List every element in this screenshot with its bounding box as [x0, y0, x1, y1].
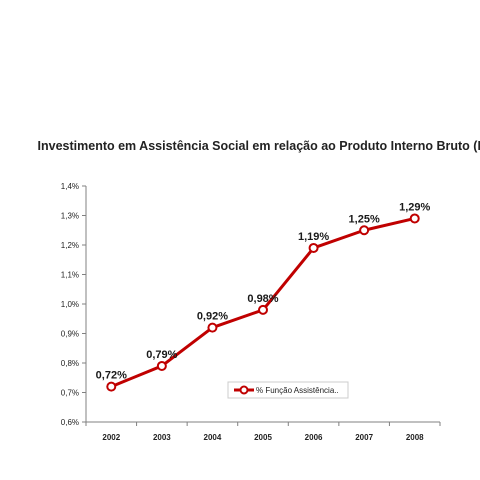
x-tick-label: 2002 [102, 433, 120, 442]
data-points [106, 213, 420, 392]
y-tick-label: 0,9% [61, 330, 79, 339]
x-tick-label: 2004 [204, 433, 222, 442]
chart-title: Investimento em Assistência Social em re… [38, 139, 480, 153]
x-tick-label: 2007 [355, 433, 373, 442]
x-tick-label: 2006 [305, 433, 323, 442]
data-point [258, 304, 268, 315]
data-label: 1,25% [349, 213, 380, 225]
data-point [156, 360, 167, 371]
y-tick-label: 1,4% [61, 182, 79, 191]
y-tick-label: 0,7% [61, 389, 79, 398]
y-tick-label: 1,2% [61, 241, 79, 250]
data-point [409, 213, 420, 224]
y-tick-label: 1,0% [61, 300, 79, 309]
y-tick-label: 0,8% [61, 359, 79, 368]
data-label: 1,29% [399, 201, 430, 213]
x-tick-label: 2003 [153, 433, 171, 442]
data-point [359, 225, 370, 236]
data-label: 0,72% [96, 370, 127, 382]
x-tick-label: 2008 [406, 433, 424, 442]
legend: % Função Assistência.. [227, 381, 349, 399]
y-tick-label: 1,3% [61, 212, 79, 221]
axes: 0,6% 0,7% 0,8% 0,9% 1,0% 1,1% 1,2% 1,3% 1,4% 2002… [61, 182, 441, 442]
x-tick-label: 2005 [254, 433, 272, 442]
data-labels: 0,72% 0,79% 0,92% 0,98% 1,19% 1,25% 1,29% [96, 201, 431, 381]
data-label: 0,92% [197, 311, 228, 323]
data-label: 0,79% [146, 349, 177, 361]
data-point [308, 242, 319, 253]
data-label: 1,19% [298, 231, 329, 243]
y-tick-label: 0,6% [61, 418, 79, 427]
legend-box [227, 381, 349, 399]
data-point [207, 322, 218, 333]
legend-marker [239, 385, 249, 395]
y-tick-label: 1,1% [61, 271, 79, 280]
data-point [106, 381, 117, 392]
data-label: 0,98% [247, 293, 278, 305]
legend-label: % Função Assistência.. [256, 386, 339, 395]
